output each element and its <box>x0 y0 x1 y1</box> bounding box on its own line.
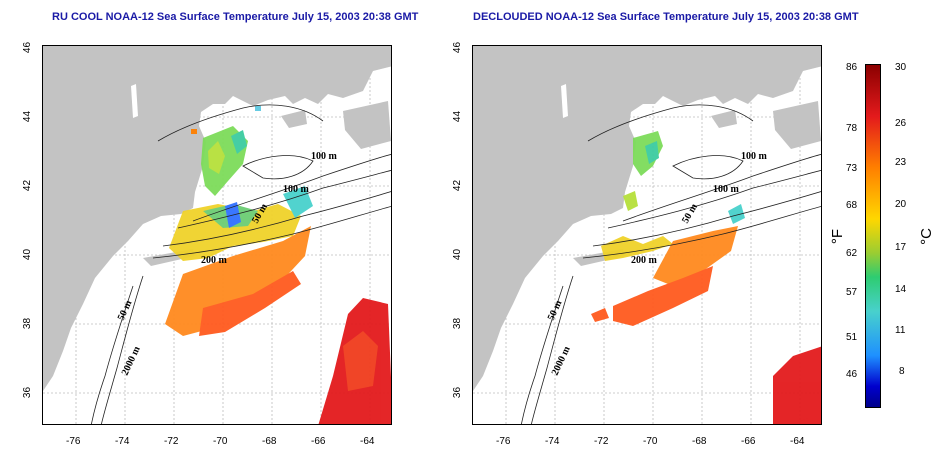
lat-tick: 46 <box>452 41 464 54</box>
fahrenheit-tick: 51 <box>846 332 858 343</box>
lon-tick: -70 <box>643 436 658 447</box>
contour-label-2000m: 2000 m <box>550 344 573 377</box>
lon-tick: -68 <box>692 436 707 447</box>
contour-label-100m-b: 100 m <box>283 184 310 195</box>
contour-label-2000m: 2000 m <box>120 344 143 377</box>
fahrenheit-tick: 86 <box>846 62 858 73</box>
left-bathymetry-contours <box>91 104 391 424</box>
celsius-unit-label: °C <box>917 228 935 245</box>
celsius-tick: 26 <box>895 118 907 129</box>
lat-tick: 44 <box>452 110 464 123</box>
contour-label-50m-b: 50 m <box>116 298 135 322</box>
contour-label-50m-b: 50 m <box>546 298 565 322</box>
fahrenheit-unit-label: °F <box>829 228 847 245</box>
celsius-tick: 8 <box>899 366 905 377</box>
celsius-tick: 20 <box>895 199 907 210</box>
lon-tick: -76 <box>496 436 511 447</box>
right-sst-map: 100 m 100 m 50 m 200 m 50 m 2000 m <box>472 45 822 425</box>
lon-tick: -68 <box>262 436 277 447</box>
lat-tick: 38 <box>22 317 34 330</box>
fahrenheit-tick: 68 <box>846 200 858 211</box>
lon-tick: -74 <box>115 436 130 447</box>
temperature-colorbar <box>865 64 881 408</box>
lat-tick: 42 <box>22 179 34 192</box>
left-sst-map: 100 m 100 m 50 m 200 m 50 m 2000 m <box>42 45 392 425</box>
celsius-tick: 17 <box>895 242 907 253</box>
fahrenheit-tick: 57 <box>846 287 858 298</box>
lon-tick: -76 <box>66 436 81 447</box>
lon-tick: -74 <box>545 436 560 447</box>
land-mass <box>43 46 391 391</box>
celsius-tick: 23 <box>895 157 907 168</box>
contour-label-200m: 200 m <box>201 255 228 266</box>
lat-tick: 46 <box>22 41 34 54</box>
lat-tick: 36 <box>22 386 34 399</box>
lat-tick: 44 <box>22 110 34 123</box>
right-sst-data <box>591 131 821 424</box>
right-map-canvas: 100 m 100 m 50 m 200 m 50 m 2000 m <box>473 46 821 424</box>
contour-label-200m: 200 m <box>631 255 658 266</box>
lat-tick: 40 <box>452 248 464 261</box>
land-mass <box>473 46 821 391</box>
lat-tick: 36 <box>452 386 464 399</box>
lon-tick: -70 <box>213 436 228 447</box>
celsius-tick: 14 <box>895 284 907 295</box>
contour-label-100m-b: 100 m <box>713 184 740 195</box>
lat-tick: 40 <box>22 248 34 261</box>
celsius-tick: 11 <box>895 325 906 336</box>
lat-tick: 38 <box>452 317 464 330</box>
fahrenheit-tick: 73 <box>846 163 858 174</box>
right-bathymetry-contours <box>521 104 821 424</box>
contour-label-50m-a: 50 m <box>680 201 700 225</box>
left-map-canvas: 100 m 100 m 50 m 200 m 50 m 2000 m <box>43 46 391 424</box>
fahrenheit-tick: 46 <box>846 369 858 380</box>
left-sst-data <box>165 106 391 424</box>
lon-tick: -66 <box>311 436 326 447</box>
lon-tick: -72 <box>594 436 609 447</box>
lon-tick: -64 <box>790 436 805 447</box>
contour-label-100m-a: 100 m <box>311 151 338 162</box>
lon-tick: -66 <box>741 436 756 447</box>
right-map-title: DECLOUDED NOAA-12 Sea Surface Temperatur… <box>473 11 859 23</box>
lon-tick: -64 <box>360 436 375 447</box>
celsius-tick: 30 <box>895 62 907 73</box>
fahrenheit-tick: 78 <box>846 123 858 134</box>
contour-label-100m-a: 100 m <box>741 151 768 162</box>
lon-tick: -72 <box>164 436 179 447</box>
lat-tick: 42 <box>452 179 464 192</box>
left-map-title: RU COOL NOAA-12 Sea Surface Temperature … <box>52 11 419 23</box>
fahrenheit-tick: 62 <box>846 248 858 259</box>
